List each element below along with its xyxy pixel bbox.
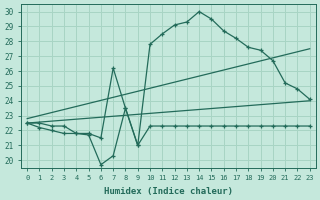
X-axis label: Humidex (Indice chaleur): Humidex (Indice chaleur) (104, 187, 233, 196)
